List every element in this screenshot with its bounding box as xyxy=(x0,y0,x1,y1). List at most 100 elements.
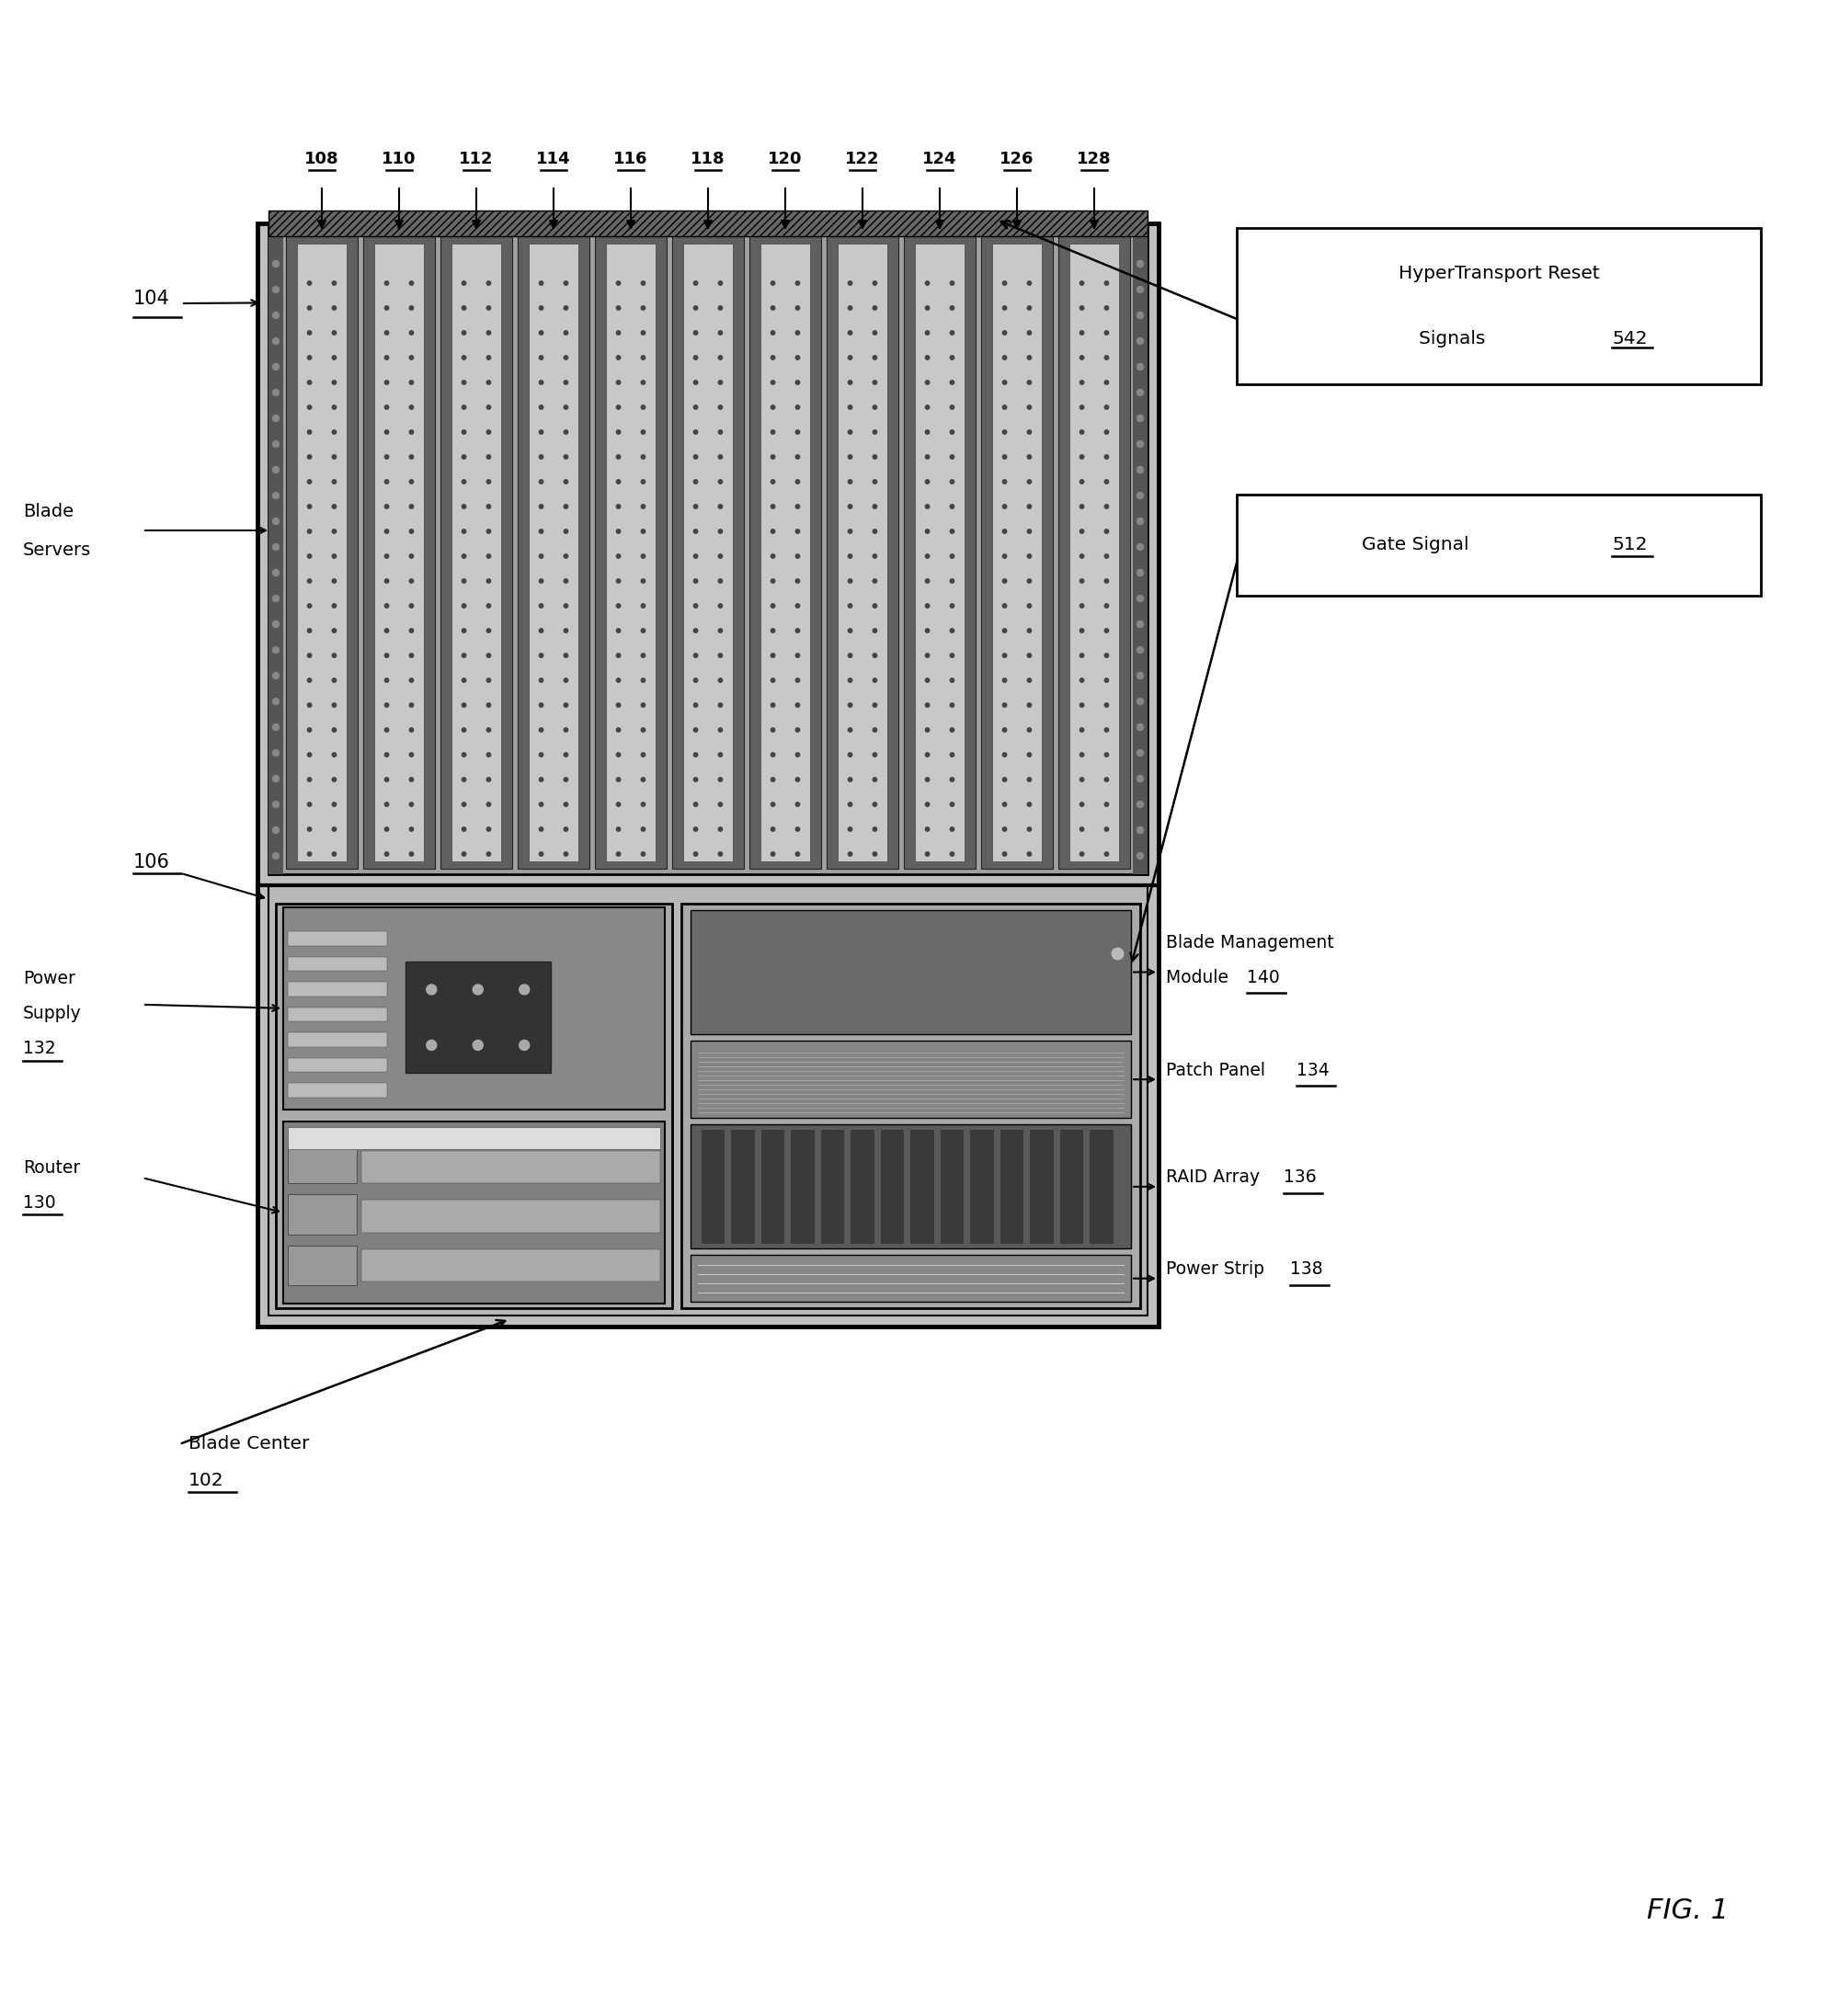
Bar xyxy=(690,909,1131,1034)
Circle shape xyxy=(771,331,774,335)
Circle shape xyxy=(333,280,337,284)
Text: 138: 138 xyxy=(1291,1260,1322,1278)
Circle shape xyxy=(693,653,697,657)
Circle shape xyxy=(771,603,774,609)
Circle shape xyxy=(410,280,414,284)
Bar xyxy=(287,958,386,972)
Circle shape xyxy=(719,331,723,335)
Circle shape xyxy=(565,306,568,310)
Circle shape xyxy=(616,629,620,633)
Circle shape xyxy=(1105,677,1109,681)
Circle shape xyxy=(1079,480,1083,484)
Circle shape xyxy=(796,579,800,583)
Circle shape xyxy=(1079,752,1083,756)
Circle shape xyxy=(272,363,280,371)
Circle shape xyxy=(487,827,491,831)
Circle shape xyxy=(384,579,388,583)
Circle shape xyxy=(539,629,543,633)
Bar xyxy=(287,1032,386,1046)
Circle shape xyxy=(771,853,774,857)
Circle shape xyxy=(1105,331,1109,335)
Circle shape xyxy=(1137,442,1144,448)
Circle shape xyxy=(1079,603,1083,609)
Bar xyxy=(405,962,550,1073)
Circle shape xyxy=(951,603,954,609)
Bar xyxy=(287,982,386,996)
Circle shape xyxy=(874,629,877,633)
Circle shape xyxy=(539,802,543,806)
Circle shape xyxy=(272,518,280,524)
Circle shape xyxy=(539,405,543,409)
Circle shape xyxy=(384,355,388,359)
Bar xyxy=(701,1131,723,1244)
Circle shape xyxy=(487,355,491,359)
Circle shape xyxy=(925,306,929,310)
Circle shape xyxy=(771,778,774,782)
Circle shape xyxy=(565,579,568,583)
Text: 542: 542 xyxy=(1613,331,1648,347)
Bar xyxy=(971,1131,993,1244)
Bar xyxy=(360,1200,660,1232)
Circle shape xyxy=(410,480,414,484)
Text: 132: 132 xyxy=(22,1040,55,1056)
Circle shape xyxy=(951,456,954,460)
Circle shape xyxy=(925,677,929,681)
Circle shape xyxy=(848,554,851,558)
Circle shape xyxy=(307,752,311,756)
Circle shape xyxy=(874,429,877,433)
Circle shape xyxy=(333,381,337,385)
Circle shape xyxy=(462,603,465,609)
Circle shape xyxy=(951,405,954,409)
Circle shape xyxy=(539,530,543,534)
Circle shape xyxy=(1028,704,1032,708)
Circle shape xyxy=(462,653,465,657)
Circle shape xyxy=(796,504,800,508)
Circle shape xyxy=(771,456,774,460)
Circle shape xyxy=(272,286,280,292)
Circle shape xyxy=(874,405,877,409)
Circle shape xyxy=(1028,579,1032,583)
Circle shape xyxy=(487,802,491,806)
Circle shape xyxy=(1002,603,1006,609)
Circle shape xyxy=(951,355,954,359)
Circle shape xyxy=(616,853,620,857)
Circle shape xyxy=(693,752,697,756)
Circle shape xyxy=(796,653,800,657)
Circle shape xyxy=(487,752,491,756)
Circle shape xyxy=(333,603,337,609)
Circle shape xyxy=(1028,827,1032,831)
Circle shape xyxy=(333,579,337,583)
Circle shape xyxy=(693,306,697,310)
Text: 126: 126 xyxy=(1000,151,1034,167)
Circle shape xyxy=(307,554,311,558)
Circle shape xyxy=(1079,306,1083,310)
Circle shape xyxy=(771,429,774,433)
Circle shape xyxy=(565,280,568,284)
Circle shape xyxy=(874,603,877,609)
Circle shape xyxy=(384,530,388,534)
Circle shape xyxy=(1079,429,1083,433)
Circle shape xyxy=(642,554,645,558)
Circle shape xyxy=(410,381,414,385)
Circle shape xyxy=(925,480,929,484)
Circle shape xyxy=(719,603,723,609)
Circle shape xyxy=(951,381,954,385)
Circle shape xyxy=(333,530,337,534)
Circle shape xyxy=(874,778,877,782)
Circle shape xyxy=(1105,603,1109,609)
Circle shape xyxy=(642,728,645,732)
Circle shape xyxy=(307,728,311,732)
Circle shape xyxy=(473,984,484,994)
Text: Blade Center: Blade Center xyxy=(189,1435,309,1452)
Circle shape xyxy=(642,456,645,460)
Bar xyxy=(287,1193,357,1234)
Bar xyxy=(680,903,1140,1308)
Circle shape xyxy=(1028,752,1032,756)
Circle shape xyxy=(616,603,620,609)
Text: Blade: Blade xyxy=(22,502,74,520)
Circle shape xyxy=(1105,405,1109,409)
Bar xyxy=(732,1131,754,1244)
Circle shape xyxy=(796,280,800,284)
Circle shape xyxy=(1028,306,1032,310)
Circle shape xyxy=(951,579,954,583)
